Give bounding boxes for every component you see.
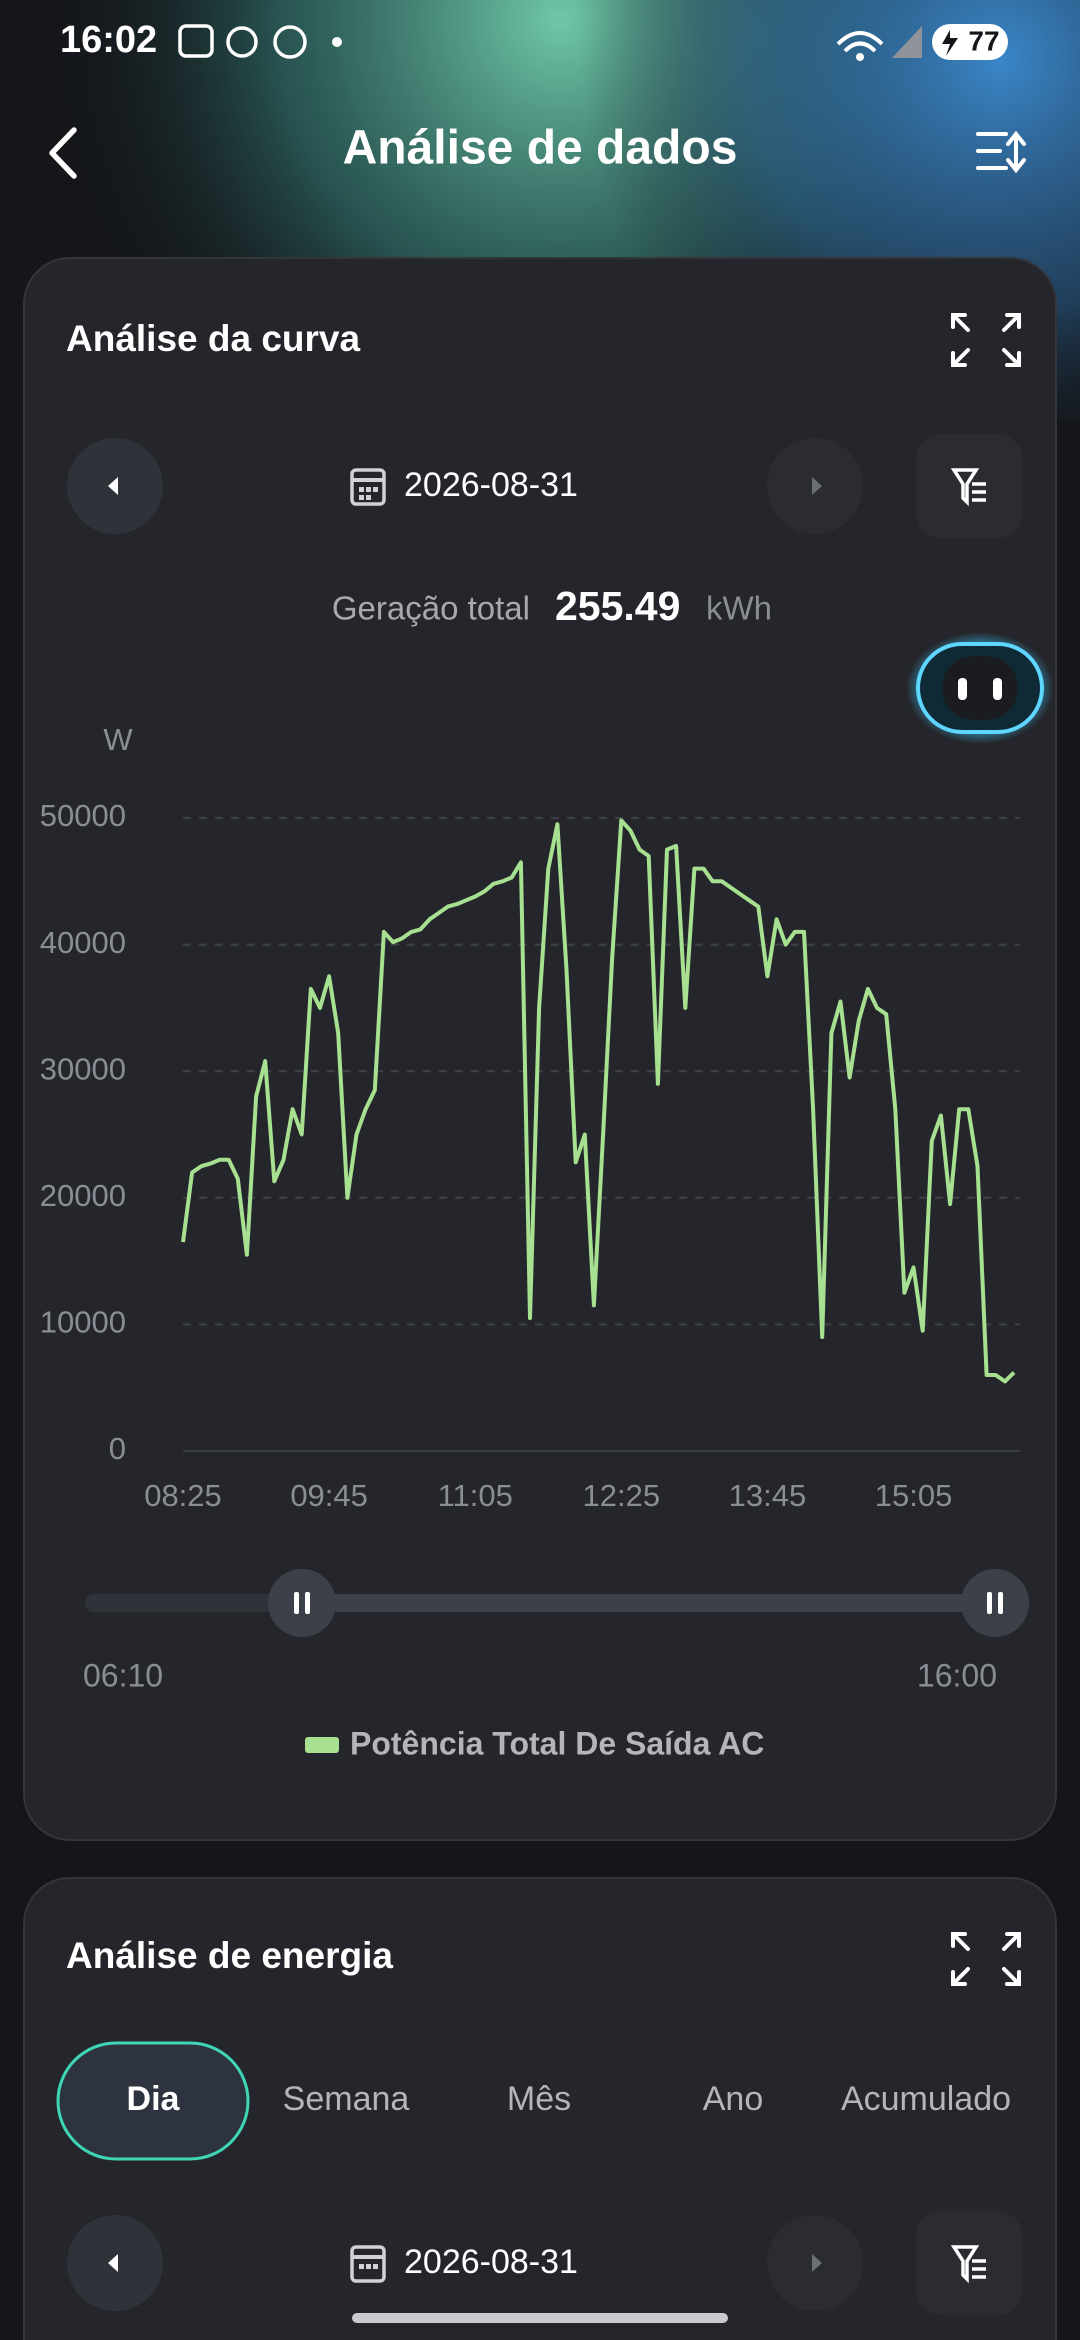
curve-card	[23, 257, 1057, 1841]
legend-label: Potência Total De Saída AC	[350, 1725, 764, 1761]
back-button[interactable]	[49, 127, 77, 179]
status-icon	[273, 25, 307, 59]
battery-level: 77	[968, 25, 999, 56]
filter-button[interactable]	[916, 434, 1022, 538]
battery-bolt	[942, 30, 958, 56]
tab-bar: Dia Semana Mês Ano Acumulado	[127, 2080, 1012, 2118]
battery	[932, 24, 1008, 60]
x-tick-label: 11:05	[438, 1478, 513, 1513]
x-tick-label: 12:25	[583, 1478, 661, 1513]
filter-icon	[950, 2245, 986, 2284]
y-tick-label: 30000	[40, 1051, 126, 1086]
legend-swatch	[305, 1737, 339, 1753]
x-tick-label: 15:05	[875, 1478, 953, 1513]
x-tick-label: 09:45	[290, 1478, 368, 1513]
filter-icon	[950, 468, 986, 507]
filter-button[interactable]	[916, 2211, 1022, 2315]
range-slider[interactable]	[85, 1569, 1030, 1637]
total-unit: kWh	[706, 590, 772, 627]
next-arrow	[812, 2254, 822, 2272]
y-tick-label: 10000	[40, 1305, 126, 1340]
date-label[interactable]: 2026-08-31	[404, 2243, 578, 2281]
calendar-icon	[350, 468, 386, 506]
status-dot	[332, 37, 342, 47]
selected-tab-pill	[56, 2041, 250, 2161]
tab[interactable]: Acumulado	[841, 2080, 1011, 2118]
status-icon	[226, 26, 258, 58]
prev-arrow	[108, 2254, 118, 2272]
x-tick-label: 13:45	[729, 1478, 807, 1513]
tab[interactable]: Semana	[283, 2080, 410, 2118]
total-value: 255.49	[555, 583, 680, 629]
expand-button[interactable]	[951, 313, 1021, 367]
tab[interactable]: Dia	[127, 2080, 181, 2118]
prev-arrow	[108, 477, 118, 495]
range-end: 16:00	[917, 1657, 997, 1693]
tab[interactable]: Ano	[703, 2080, 764, 2118]
date-label[interactable]: 2026-08-31	[404, 466, 578, 504]
y-tick-label: 0	[109, 1431, 126, 1466]
page-title: Análise de dados	[343, 122, 738, 175]
range-start: 06:10	[83, 1657, 163, 1693]
home-indicator	[352, 2313, 728, 2323]
expand-button[interactable]	[951, 1932, 1021, 1986]
x-tick-label: 08:25	[144, 1478, 222, 1513]
card-title: Análise de energia	[66, 1935, 393, 1976]
tab[interactable]: Mês	[507, 2080, 571, 2118]
calendar-icon	[350, 2245, 386, 2283]
chart: W 0 10000 20000 30000 40000 50000 08:25 09:45 11…	[40, 722, 1020, 1513]
total-label: Geração total	[332, 590, 530, 627]
wifi-icon	[856, 53, 864, 61]
signal-icon	[892, 26, 922, 58]
y-tick-label: 50000	[40, 798, 126, 833]
status-bar: 16:02 77	[60, 19, 1008, 61]
assistant-button[interactable]	[906, 632, 1054, 744]
wifi-icon	[836, 31, 884, 53]
sort-button[interactable]	[976, 130, 1026, 174]
status-icon	[178, 24, 214, 58]
y-tick-label: 40000	[40, 925, 126, 960]
status-time: 16:02	[60, 19, 157, 61]
data-line	[181, 818, 1016, 1384]
next-arrow	[812, 477, 822, 495]
y-axis-unit: W	[103, 722, 133, 757]
card-title: Análise da curva	[66, 318, 361, 359]
y-tick-label: 20000	[40, 1178, 126, 1213]
